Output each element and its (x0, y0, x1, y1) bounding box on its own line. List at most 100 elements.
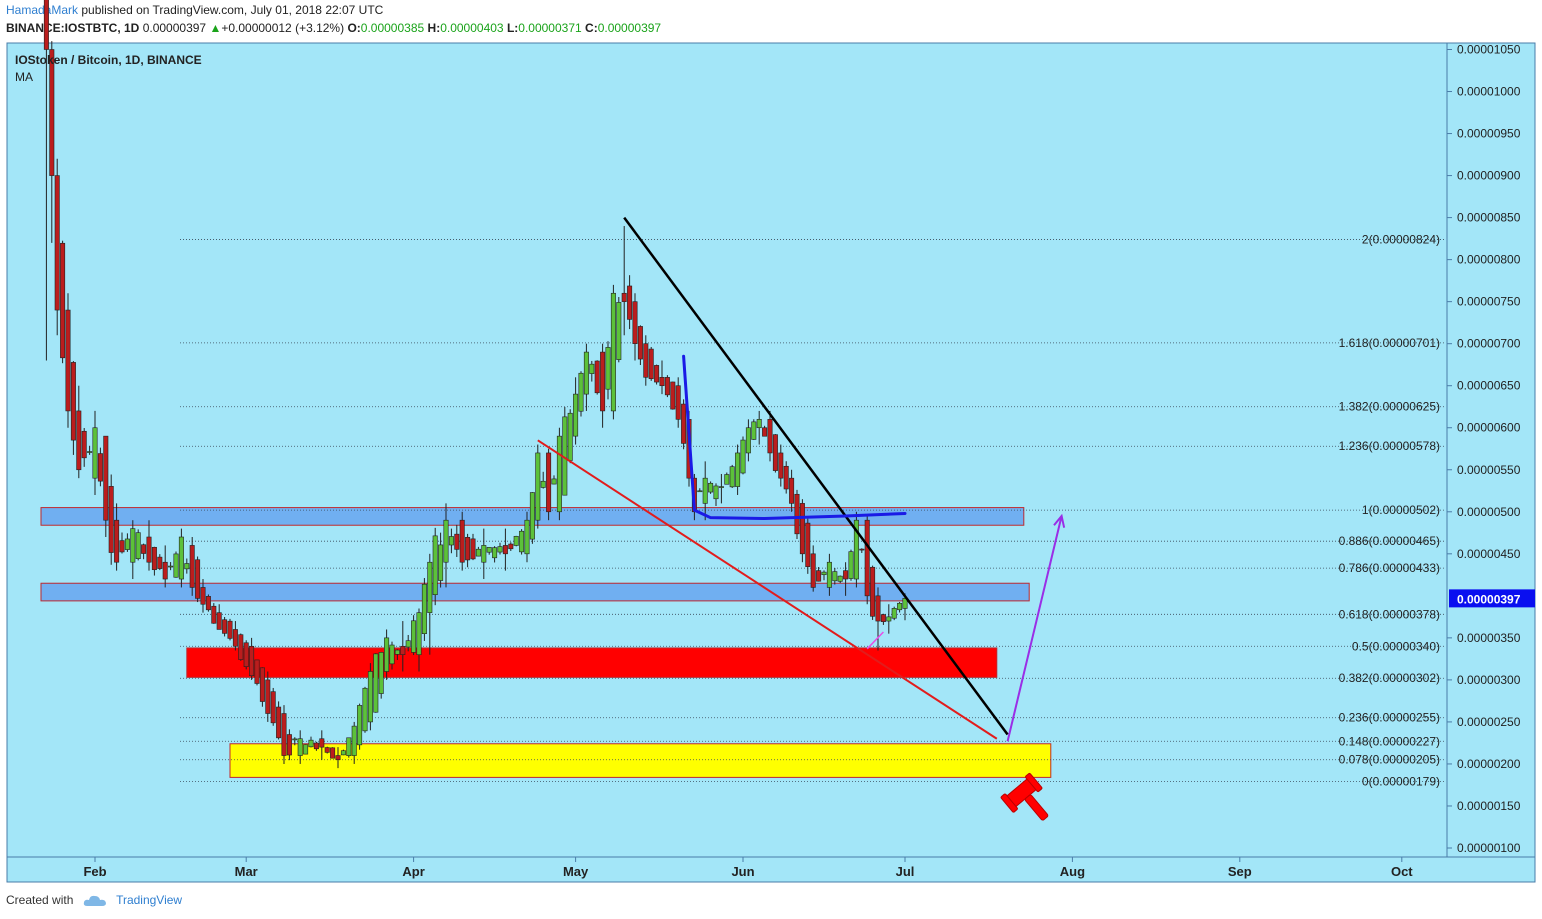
candle (594, 360, 600, 395)
candle (60, 240, 66, 364)
x-tick-label: Sep (1228, 864, 1252, 879)
candle (270, 687, 276, 726)
y-tick-label: 0.00000200 (1457, 757, 1521, 771)
candle (438, 532, 444, 588)
candle (589, 360, 595, 382)
y-tick-label: 0.00000700 (1457, 337, 1521, 351)
x-tick-label: Jul (896, 864, 915, 879)
candle (654, 364, 660, 385)
candle (103, 435, 109, 538)
candle (513, 535, 519, 547)
candle (794, 489, 800, 540)
candle (756, 410, 762, 445)
candle (465, 533, 471, 568)
last-price: 0.00000397 (142, 21, 207, 35)
candle (864, 515, 870, 605)
candle (303, 744, 309, 755)
y-tick-label: 0.00000900 (1457, 169, 1521, 183)
candle (832, 567, 838, 585)
close-label: C: (585, 21, 598, 35)
author-link[interactable]: HamadaMark (6, 3, 79, 17)
candle (292, 737, 298, 746)
candle (222, 616, 228, 637)
candle (562, 407, 568, 496)
candle (205, 594, 211, 612)
x-tick-label: Feb (83, 864, 106, 879)
candle (670, 381, 676, 410)
y-tick-label: 0.00000750 (1457, 295, 1521, 309)
blue-zone-lower[interactable] (40, 582, 1030, 602)
tradingview-brand-link[interactable]: TradingView (116, 893, 183, 907)
candle (357, 703, 363, 750)
candle (405, 634, 411, 652)
x-tick-label: Apr (402, 864, 424, 879)
low-label: L: (506, 21, 519, 35)
candle (713, 483, 719, 506)
candle (173, 551, 179, 578)
y-tick-label: 0.00001050 (1457, 43, 1521, 57)
candle (238, 633, 244, 661)
candle (330, 747, 336, 759)
open-label: O: (347, 21, 361, 35)
candle (49, 41, 55, 243)
price-chart[interactable]: 2(0.00000824) 1.618(0.00000701) 1.382(0.00… (0, 0, 1542, 890)
red-zone[interactable] (186, 647, 998, 678)
candle (340, 749, 346, 756)
projection-arrowhead (1053, 513, 1066, 528)
y-tick-label: 0.00000550 (1457, 463, 1521, 477)
candle (508, 542, 514, 551)
candle (346, 737, 352, 758)
candle (146, 520, 152, 571)
candle (394, 649, 400, 660)
candle (389, 641, 395, 670)
candle (195, 556, 201, 603)
last-price-tag-label: 0.00000397 (1457, 592, 1521, 606)
fib-level-label: 1(0.00000502) (1362, 503, 1440, 517)
candle (659, 360, 665, 395)
candle (130, 520, 136, 580)
candle (427, 553, 433, 655)
fib-level-label: 0.786(0.00000433) (1339, 561, 1440, 575)
candle (313, 741, 319, 751)
x-tick-label: Oct (1391, 864, 1413, 879)
candle (551, 475, 557, 485)
yellow-zone[interactable] (229, 743, 1052, 778)
high-label: H: (427, 21, 441, 35)
candle (605, 341, 611, 400)
y-tick-label: 0.00001000 (1457, 85, 1521, 99)
candle (448, 528, 454, 554)
legend-title: IOStoken / Bitcoin, 1D, BINANCE (15, 53, 202, 67)
candle (853, 511, 859, 588)
candle (778, 444, 784, 487)
symbol-label: BINANCE:IOSTBTC, 1D (6, 21, 140, 35)
candle (546, 448, 552, 521)
candle (681, 399, 687, 450)
open-value: 0.00000385 (360, 21, 425, 35)
candle (826, 553, 832, 596)
ma-curve (682, 354, 907, 521)
symbol-header: BINANCE:IOSTBTC, 1D 0.00000397 ▲+0.00000… (6, 21, 661, 35)
candle (286, 729, 292, 761)
candle (519, 529, 525, 555)
fib-level-label: 0.148(0.00000227) (1339, 734, 1440, 748)
x-tick-label: May (563, 864, 589, 879)
y-tick-label: 0.00000850 (1457, 211, 1521, 225)
y-tick-label: 0.00000300 (1457, 673, 1521, 687)
candle (319, 730, 325, 760)
candle (578, 371, 584, 417)
publish-header: HamadaMark published on TradingView.com,… (6, 3, 383, 17)
candle (697, 488, 703, 493)
candle (432, 527, 438, 606)
wedge-support-line (537, 439, 998, 740)
fib-level-label: 1.618(0.00000701) (1339, 336, 1440, 350)
close-value: 0.00000397 (597, 21, 662, 35)
x-tick-label: Mar (235, 864, 258, 879)
candle (411, 615, 417, 656)
candle (702, 461, 708, 521)
candle (308, 736, 314, 748)
candle (891, 606, 897, 621)
candle (502, 528, 508, 571)
y-tick-label: 0.00000250 (1457, 715, 1521, 729)
candle (475, 546, 481, 557)
candle (648, 346, 654, 381)
